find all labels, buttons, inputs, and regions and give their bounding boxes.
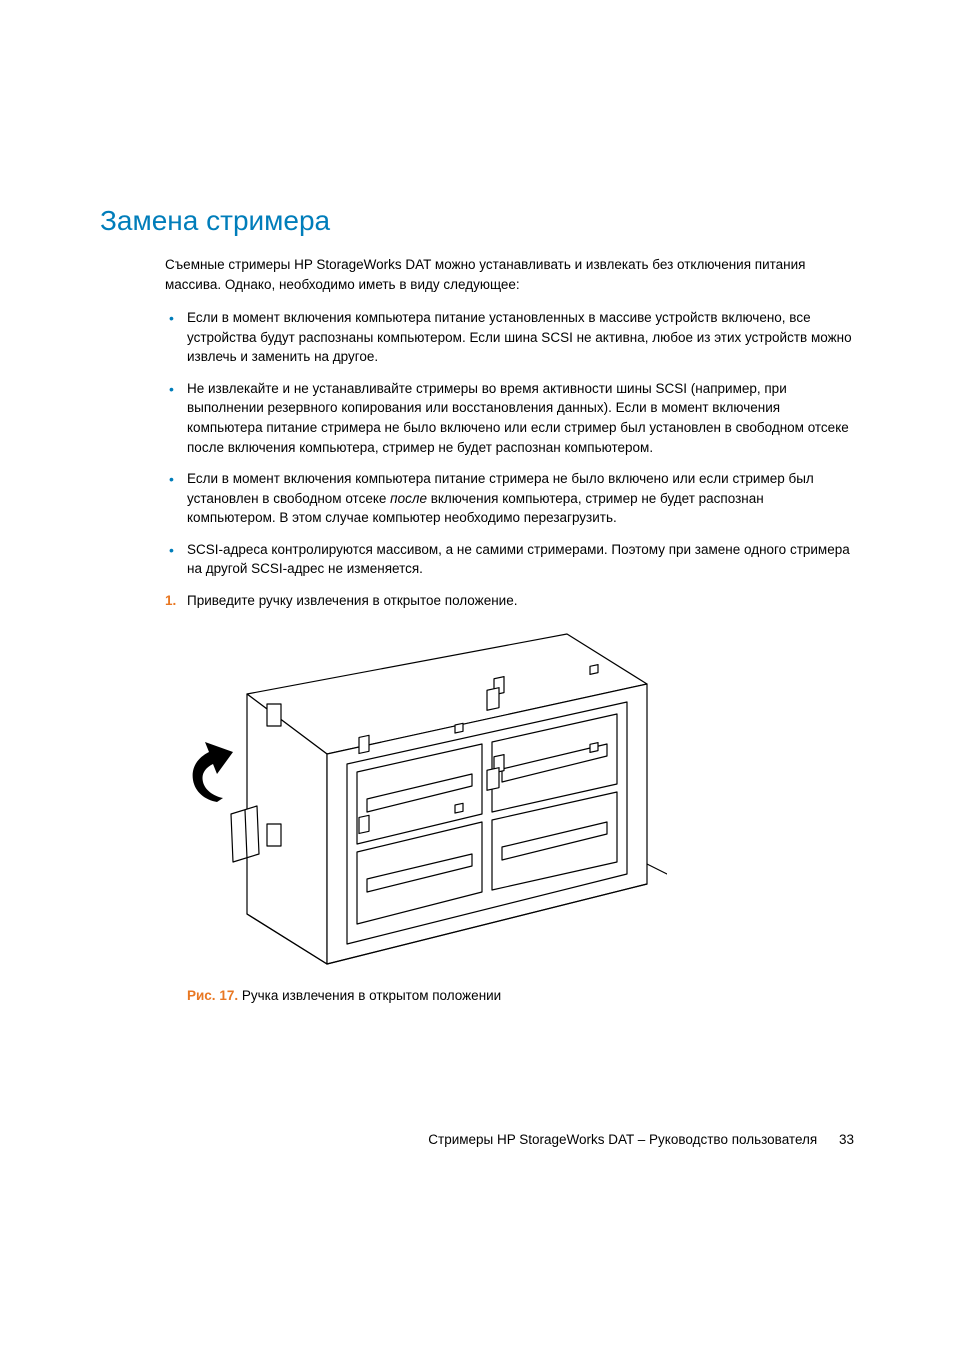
figure-caption: Рис. 17. Ручка извлечения в открытом пол…	[187, 988, 854, 1003]
bullet-item: Если в момент включения компьютера питан…	[165, 469, 854, 528]
figure-caption-text: Ручка извлечения в открытом положении	[242, 988, 501, 1003]
figure: Рис. 17. Ручка извлечения в открытом пол…	[187, 624, 854, 1003]
body-content: Съемные стримеры HP StorageWorks DAT мож…	[165, 255, 854, 1003]
page-footer: Стримеры HP StorageWorks DAT – Руководст…	[428, 1132, 854, 1147]
rotate-arrow-icon	[193, 742, 233, 802]
bullet-list: Если в момент включения компьютера питан…	[165, 308, 854, 579]
italic-word: после	[390, 491, 427, 506]
section-title: Замена стримера	[100, 205, 854, 237]
bullet-item: Если в момент включения компьютера питан…	[165, 308, 854, 367]
intro-paragraph: Съемные стримеры HP StorageWorks DAT мож…	[165, 255, 854, 294]
page-number: 33	[839, 1132, 854, 1147]
bullet-item: Не извлекайте и не устанавливайте стриме…	[165, 379, 854, 457]
step-number: 1.	[165, 591, 187, 611]
step-row: 1. Приведите ручку извлечения в открытое…	[165, 591, 854, 611]
step-text: Приведите ручку извлечения в открытое по…	[187, 591, 854, 611]
tape-array-diagram	[187, 624, 667, 974]
figure-label: Рис. 17.	[187, 988, 238, 1003]
bullet-item: SCSI-адреса контролируются массивом, а н…	[165, 540, 854, 579]
footer-text: Стримеры HP StorageWorks DAT – Руководст…	[428, 1132, 817, 1147]
page: Замена стримера Съемные стримеры HP Stor…	[0, 0, 954, 1351]
